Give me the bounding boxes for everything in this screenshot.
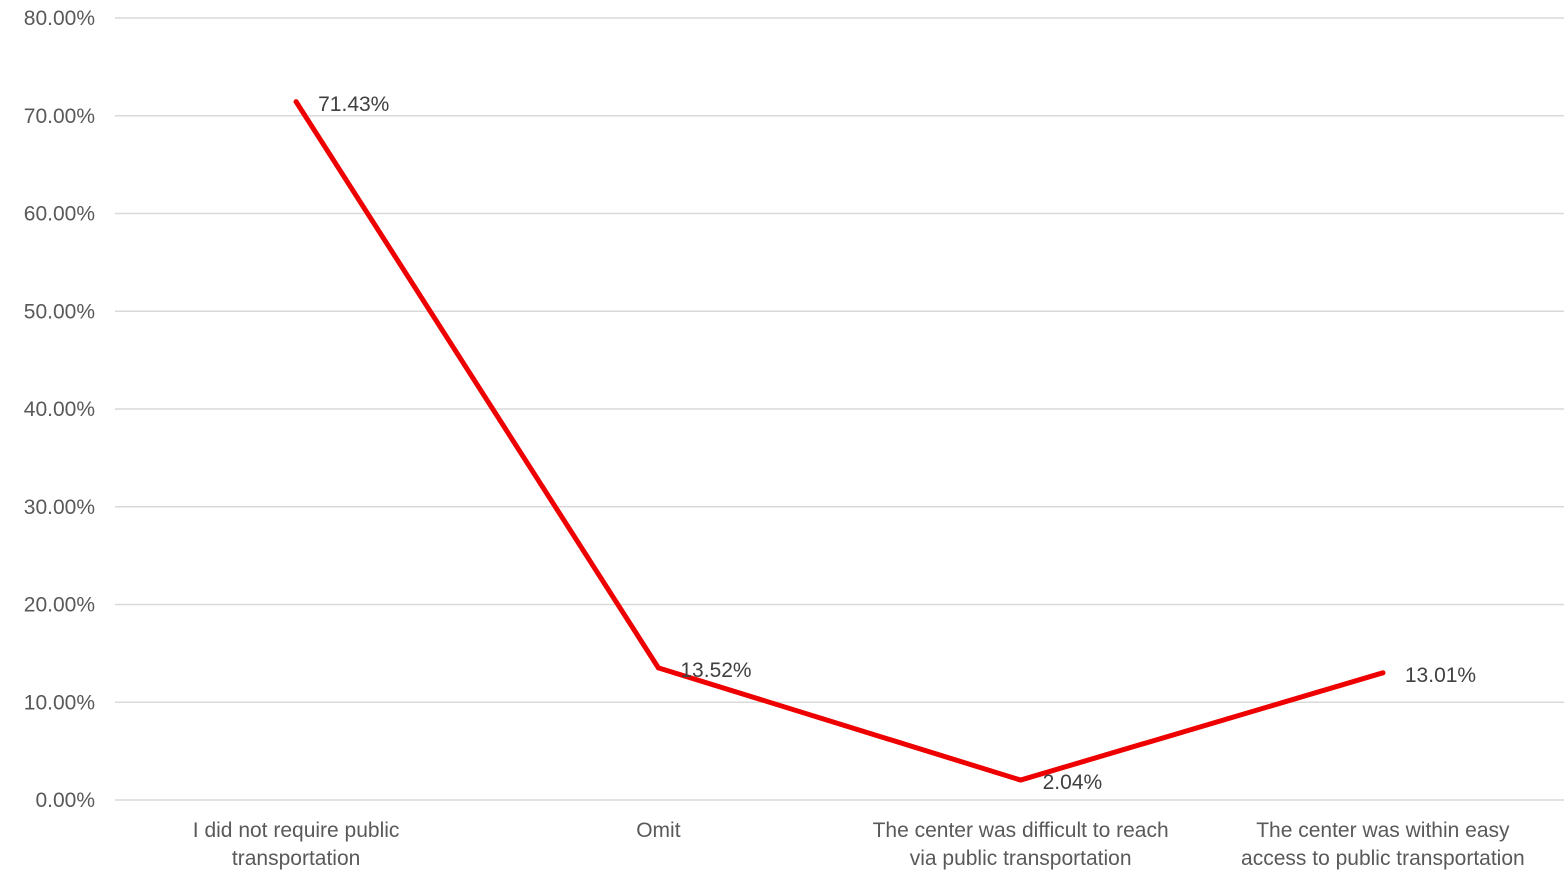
x-category-label-line: The center was difficult to reach — [873, 819, 1169, 842]
x-category-label-line: I did not require public — [193, 819, 400, 842]
x-category-label-line: transportation — [232, 847, 360, 870]
y-tick-label: 30.00% — [24, 496, 95, 519]
data-point — [293, 99, 299, 105]
y-axis-tick-labels: 0.00% 10.00% 20.00% 30.00% 40.00% 50.00% 60.00… — [24, 7, 95, 812]
y-tick-label: 0.00% — [35, 789, 95, 812]
y-tick-label: 20.00% — [24, 594, 95, 617]
data-point — [1018, 777, 1024, 783]
gridlines — [115, 17, 1564, 801]
x-category-label-line: Omit — [636, 819, 680, 842]
data-label: 13.52% — [680, 659, 751, 682]
y-tick-label: 10.00% — [24, 691, 95, 714]
x-category-label-line: access to public transportation — [1241, 847, 1525, 870]
y-tick-label: 40.00% — [24, 398, 95, 421]
x-category-label: Omit — [636, 819, 680, 842]
x-category-label: I did not require public transportation — [193, 819, 400, 870]
y-tick-label: 50.00% — [24, 300, 95, 323]
series-line — [293, 99, 1386, 783]
series-line-path — [293, 99, 1386, 783]
data-label: 71.43% — [318, 93, 389, 116]
y-tick-label: 60.00% — [24, 203, 95, 226]
x-axis-category-labels: I did not require public transportation Om… — [193, 819, 1525, 870]
data-point — [655, 665, 661, 671]
data-point — [1380, 670, 1386, 676]
data-label: 2.04% — [1043, 771, 1103, 794]
x-category-label: The center was difficult to reach via pub… — [873, 819, 1169, 870]
y-tick-label: 80.00% — [24, 7, 95, 30]
data-label: 13.01% — [1405, 664, 1476, 687]
y-tick-label: 70.00% — [24, 105, 95, 128]
x-category-label: The center was within easy access to publ… — [1241, 819, 1525, 870]
x-category-label-line: The center was within easy — [1256, 819, 1510, 842]
data-labels: 71.43% 13.52% 2.04% 13.01% — [318, 93, 1476, 794]
x-category-label-line: via public transportation — [910, 847, 1132, 870]
